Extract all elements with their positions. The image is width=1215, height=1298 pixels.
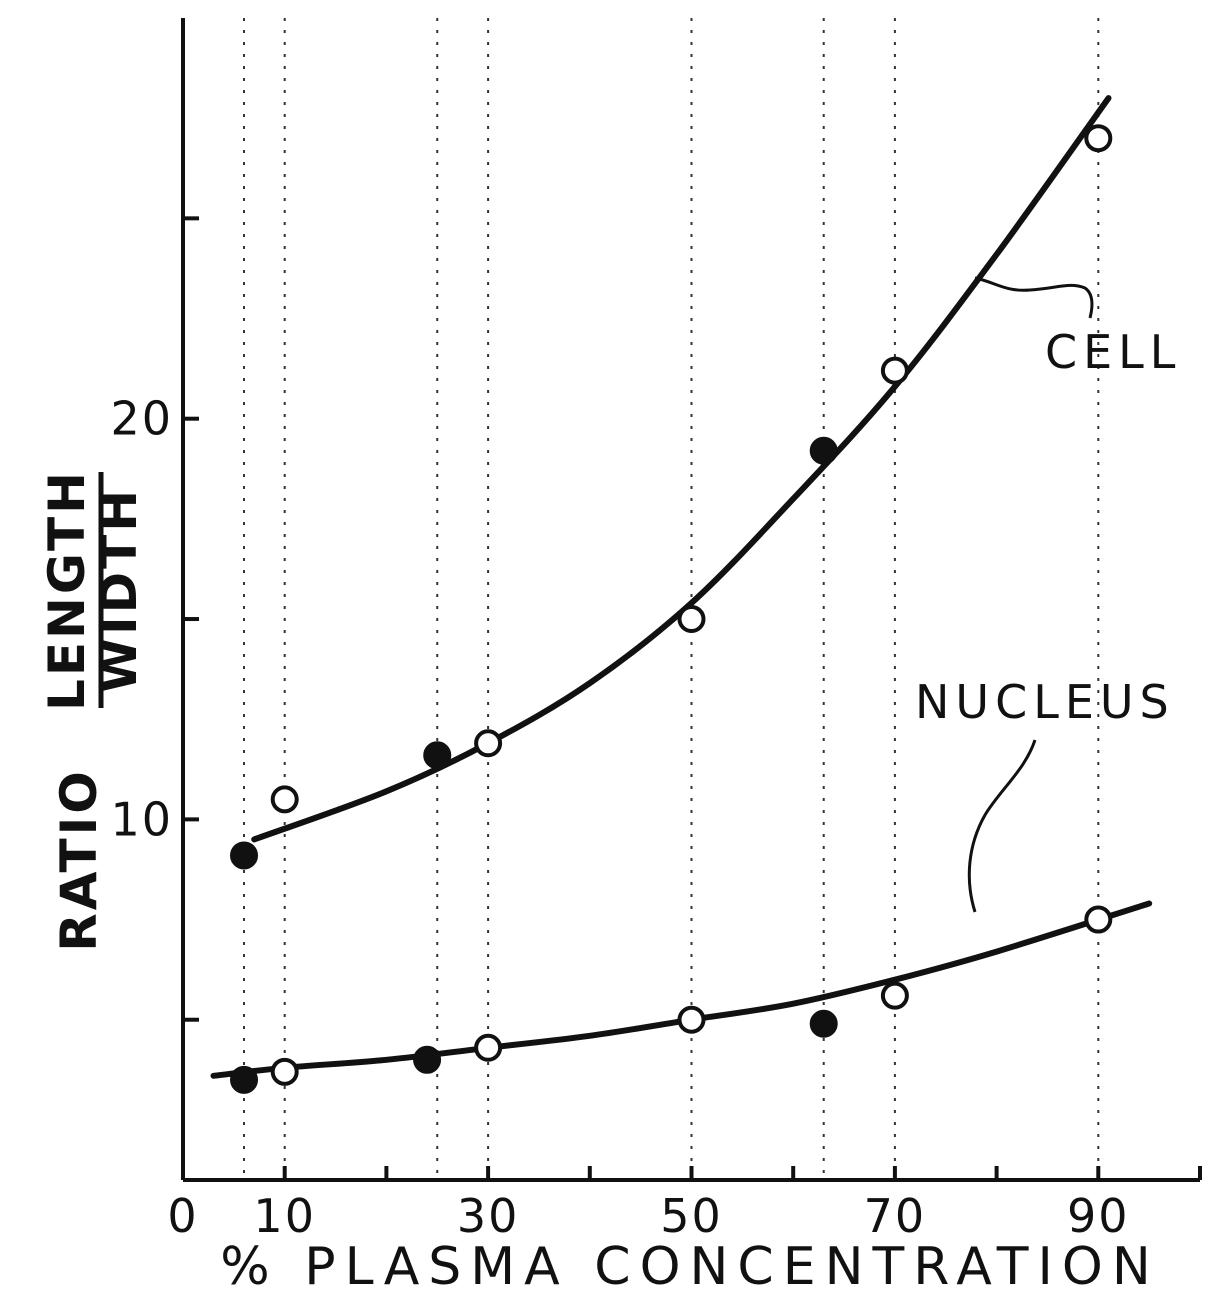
cell-point-open [677, 605, 706, 634]
x-axis-label: % PLASMA CONCENTRATION [220, 1237, 1159, 1297]
reference-lines [243, 18, 1100, 1180]
nucleus-point-filled [809, 1009, 838, 1038]
nucleus-point-open [880, 981, 909, 1010]
x-tick-label: 10 [253, 1189, 316, 1243]
cell-point-filled [230, 841, 259, 870]
x-tick-label: 0 [167, 1189, 198, 1243]
nucleus-point-open [270, 1057, 299, 1086]
cell-callout: CELL [974, 276, 1181, 379]
curves [210, 95, 1153, 1079]
nucleus-point-open [677, 1005, 706, 1034]
nucleus-callout: NUCLEUS [915, 675, 1175, 913]
nucleus-point-open [1084, 905, 1113, 934]
cell-series-label: CELL [1045, 325, 1181, 379]
cell-point-filled [423, 741, 452, 770]
nucleus-series-label: NUCLEUS [915, 675, 1175, 729]
x-tick-label: 70 [864, 1189, 927, 1243]
nucleus-point-filled [230, 1065, 259, 1094]
cell-point-open [880, 356, 909, 385]
y-axis-label-numerator: LENGTH [38, 469, 96, 711]
cell-point-open [474, 729, 503, 758]
nucleus-leader-line [967, 739, 1037, 913]
y-tick-label: 10 [110, 792, 173, 846]
ticks: 0 10 30 50 70 90 10 20 [110, 216, 1202, 1243]
points [230, 124, 1113, 1094]
nucleus-point-open [474, 1033, 503, 1062]
nucleus-point-filled [413, 1045, 442, 1074]
cell-point-open [1084, 124, 1113, 153]
y-axis-label: RATIO LENGTH WIDTH [38, 469, 148, 952]
x-tick-label: 90 [1067, 1189, 1130, 1243]
cell-point-filled [809, 436, 838, 465]
nucleus-curve [210, 900, 1153, 1079]
x-tick-label: 30 [457, 1189, 520, 1243]
y-axis-label-prefix: RATIO [50, 768, 108, 952]
x-tick-label: 50 [660, 1189, 723, 1243]
cell-leader-line [974, 276, 1094, 319]
y-axis-label-denominator: WIDTH [90, 487, 148, 693]
y-tick-label: 20 [110, 392, 173, 446]
cell-point-open [270, 785, 299, 814]
